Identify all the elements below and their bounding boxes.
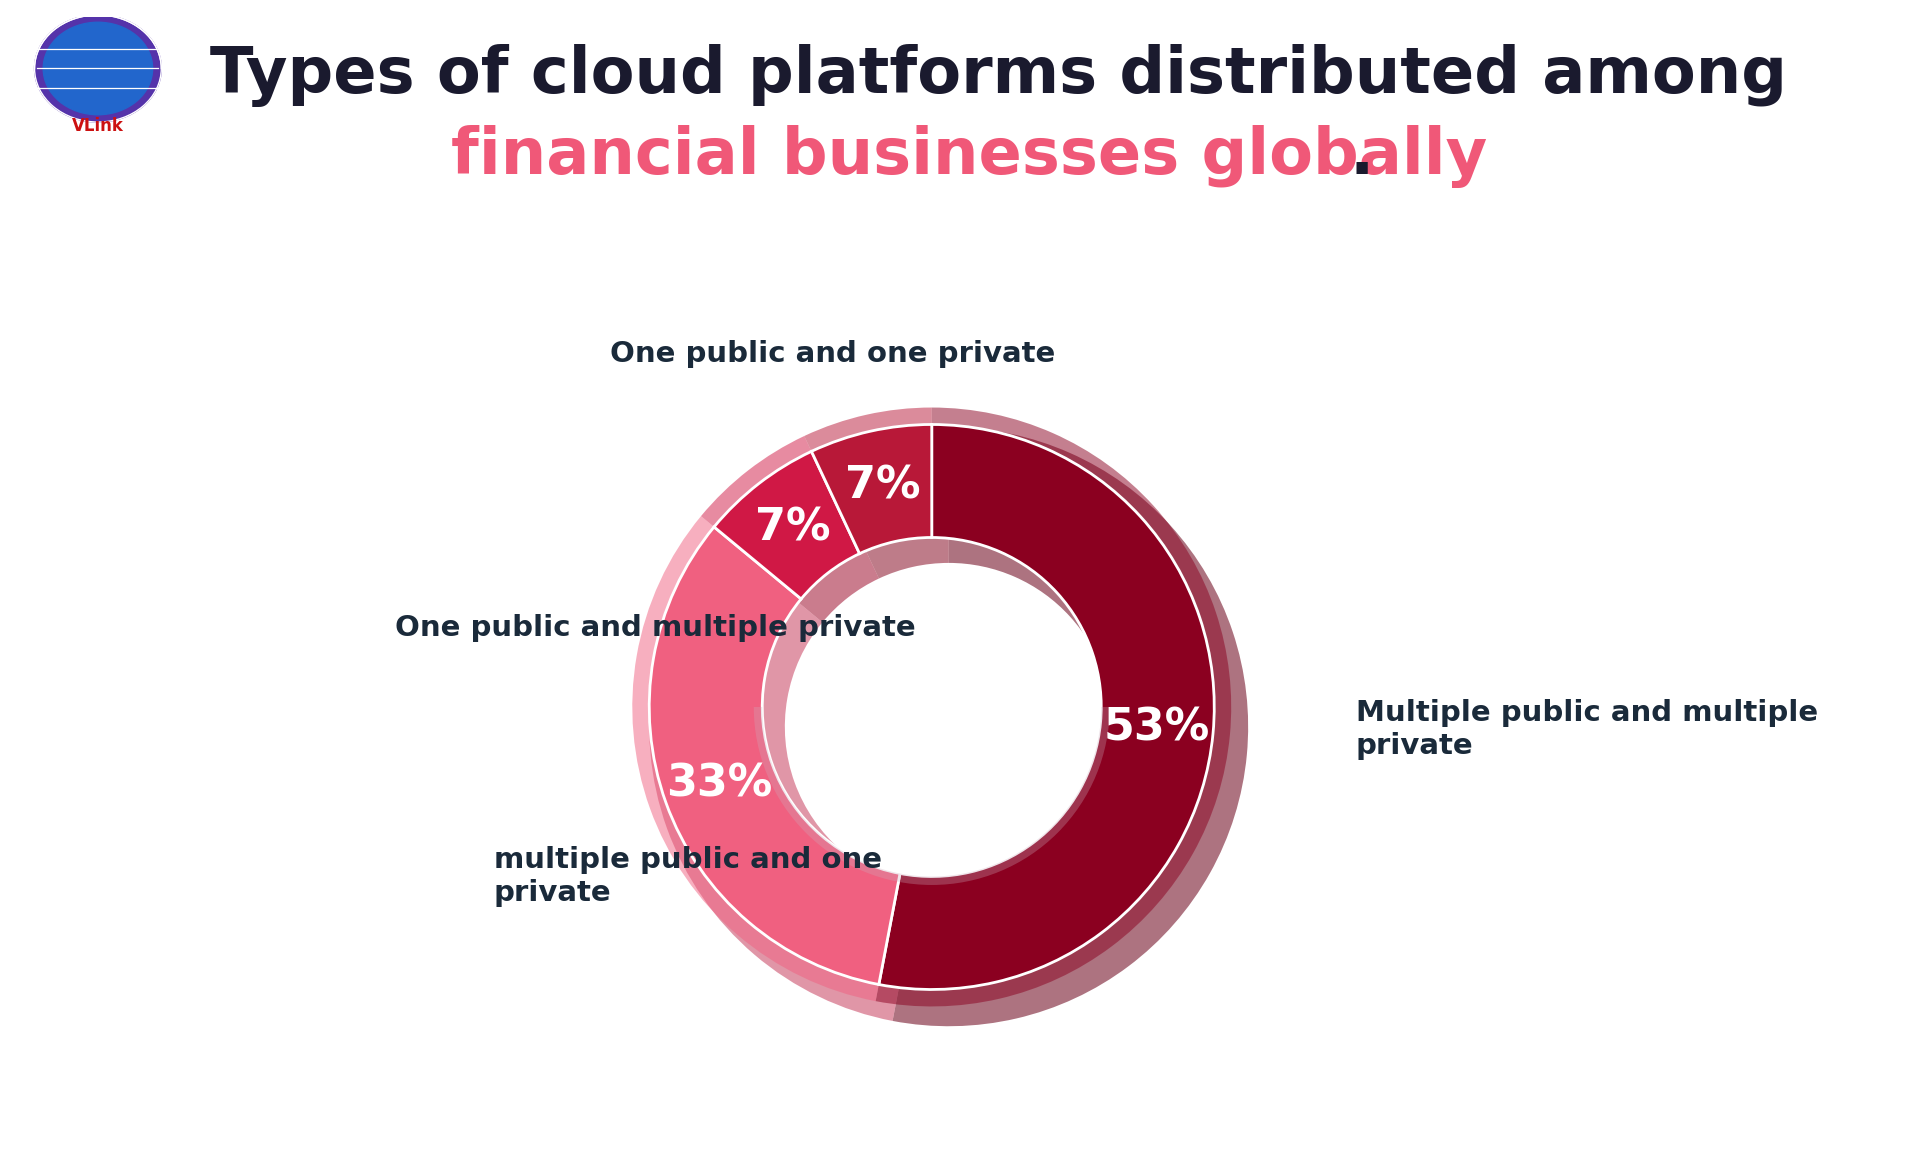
Wedge shape: [718, 455, 879, 622]
Text: Types of cloud platforms distributed among: Types of cloud platforms distributed amo…: [209, 44, 1788, 107]
Text: VLink: VLink: [71, 117, 125, 134]
Wedge shape: [893, 428, 1248, 1026]
Text: multiple public and one
private: multiple public and one private: [493, 846, 881, 906]
Text: 33%: 33%: [666, 763, 772, 806]
Wedge shape: [812, 424, 931, 554]
Text: One public and multiple private: One public and multiple private: [396, 614, 916, 642]
Wedge shape: [755, 707, 1110, 885]
Wedge shape: [701, 436, 812, 527]
Wedge shape: [649, 535, 918, 1021]
Circle shape: [35, 15, 161, 122]
Text: 7%: 7%: [755, 506, 831, 549]
Text: 53%: 53%: [1104, 707, 1210, 750]
Wedge shape: [714, 451, 860, 599]
Wedge shape: [632, 516, 879, 1001]
Circle shape: [42, 22, 152, 115]
Text: financial businesses globally: financial businesses globally: [451, 125, 1488, 188]
Wedge shape: [804, 408, 931, 451]
Wedge shape: [876, 408, 1231, 1006]
Wedge shape: [649, 527, 900, 984]
Text: .: .: [1350, 125, 1375, 188]
Text: 7%: 7%: [845, 465, 920, 508]
Text: Multiple public and multiple
private: Multiple public and multiple private: [1356, 699, 1818, 760]
Wedge shape: [822, 428, 948, 578]
Wedge shape: [879, 424, 1213, 990]
Text: One public and one private: One public and one private: [611, 340, 1056, 367]
